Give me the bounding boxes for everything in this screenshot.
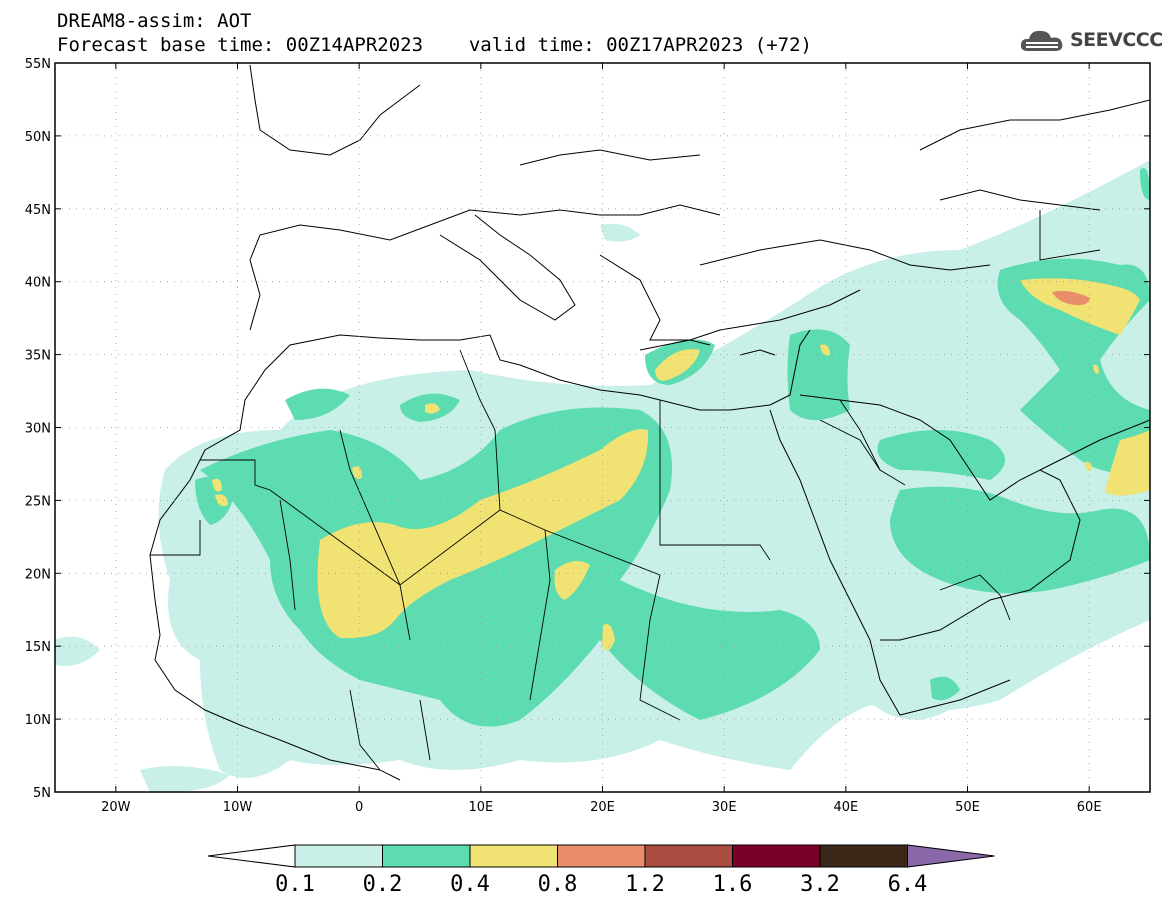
seevccc-logo: SEEVCCC [1018, 25, 1163, 57]
aot-layer-0.2 [195, 168, 1150, 727]
colorbar-label: 0.4 [450, 872, 490, 897]
colorbar-box [819, 844, 908, 868]
lon-label: 10E [468, 800, 493, 815]
colorbar-box [382, 844, 471, 868]
colorbar-label: 0.2 [363, 872, 403, 897]
lon-label: 30E [712, 800, 737, 815]
cloud-icon [1020, 30, 1063, 51]
colorbar-label: 0.1 [275, 872, 315, 897]
lon-label: 50E [955, 800, 980, 815]
lon-label: 20E [590, 800, 615, 815]
valid-time-label: valid time: 00Z17APR2023 (+72) [468, 34, 812, 56]
lat-label: 35N [25, 349, 51, 364]
logo-text: SEEVCCC [1070, 29, 1163, 51]
lat-label: 55N [25, 57, 51, 72]
aot-layer-0.8 [1052, 290, 1090, 306]
borders [150, 210, 1101, 771]
lat-label: 50N [25, 130, 51, 145]
colorbar-box [557, 844, 646, 868]
time-info: Forecast base time: 00Z14APR2023 valid t… [57, 35, 812, 55]
colorbar-over-triangle [907, 844, 995, 868]
colorbar-labels: 0.1 0.2 0.4 0.8 1.2 1.6 3.2 6.4 [275, 872, 927, 897]
colorbar-under-triangle [207, 844, 296, 868]
colorbar-label: 1.2 [625, 872, 665, 897]
colorbar-label: 6.4 [888, 872, 928, 897]
lat-label: 10N [25, 713, 51, 728]
colorbar-label: 0.8 [538, 872, 578, 897]
lat-label: 45N [25, 203, 51, 218]
lat-label: 15N [25, 640, 51, 655]
colorbar-label: 1.6 [713, 872, 753, 897]
lat-label: 25N [25, 494, 51, 509]
lon-label: 10W [223, 800, 253, 815]
lon-label: 40E [833, 800, 858, 815]
colorbar-box [732, 844, 821, 868]
colorbar-box [469, 844, 558, 868]
colorbar [207, 844, 995, 868]
lat-labels: 55N 50N 45N 40N 35N 30N 25N 20N 15N 10N 5N [25, 57, 51, 801]
lon-label: 60E [1077, 800, 1102, 815]
lon-label: 0 [355, 800, 363, 815]
lat-label: 5N [33, 786, 51, 801]
colorbar-box [294, 844, 383, 868]
graticule [55, 63, 1150, 792]
aot-field [55, 63, 1150, 792]
axis-ticks [55, 62, 1150, 793]
colorbar-box [644, 844, 733, 868]
colorbar-label: 3.2 [800, 872, 840, 897]
coastlines [149, 64, 1150, 781]
lon-labels: 20W 10W 0 10E 20E 30E 40E 50E 60E [101, 800, 1101, 815]
map-title: DREAM8-assim: AOT [57, 10, 252, 32]
lon-label: 20W [101, 800, 131, 815]
lat-label: 30N [25, 422, 51, 437]
lat-label: 40N [25, 276, 51, 291]
lat-label: 20N [25, 567, 51, 582]
base-time-label: Forecast base time: 00Z14APR2023 [57, 34, 424, 56]
